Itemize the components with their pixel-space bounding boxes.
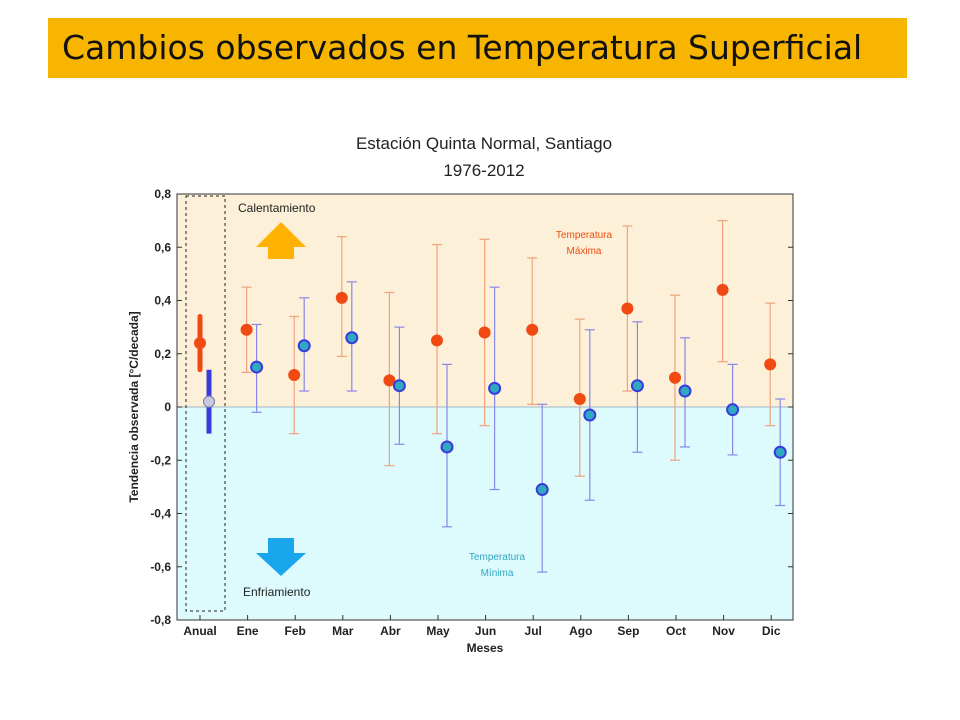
slide-title: Cambios observados en Temperatura Superf… bbox=[62, 28, 863, 67]
axes: 0,8 0,6 0,4 0,2 0 -0,2 -0,4 -0,6 -0,8 Anual Ene Feb… bbox=[150, 187, 793, 638]
x-tick-label: Anual bbox=[183, 624, 216, 638]
max-point bbox=[621, 302, 634, 315]
y-tick-label: -0,2 bbox=[150, 453, 171, 467]
y-tick-label: -0,4 bbox=[150, 507, 171, 521]
max-point bbox=[335, 291, 348, 304]
min-point bbox=[250, 360, 264, 374]
max-point bbox=[431, 334, 443, 347]
y-tick-label: 0,4 bbox=[154, 294, 171, 308]
y-axis-title: Tendencia observada [°C/decada] bbox=[127, 311, 141, 502]
up-arrow-icon bbox=[256, 222, 306, 259]
min-point bbox=[345, 331, 359, 345]
warming-label: Calentamiento bbox=[238, 201, 316, 215]
cooling-band bbox=[177, 407, 793, 620]
chart-subtitle: 1976-2012 bbox=[443, 161, 524, 180]
y-tick-label: -0,8 bbox=[150, 613, 171, 627]
min-point bbox=[392, 379, 406, 393]
x-tick-label: Abr bbox=[380, 624, 401, 638]
x-tick-label: Mar bbox=[332, 624, 354, 638]
data-points bbox=[194, 283, 787, 497]
x-axis-title: Meses bbox=[467, 641, 504, 655]
max-point bbox=[240, 323, 253, 336]
min-point bbox=[440, 440, 454, 454]
title-banner: Cambios observados en Temperatura Superf… bbox=[48, 18, 907, 78]
down-arrow-icon bbox=[256, 538, 306, 576]
annual-highlight-box bbox=[185, 195, 226, 612]
series-label-max-line1: Temperatura bbox=[556, 230, 613, 241]
x-tick-label: Ago bbox=[569, 624, 592, 638]
x-tick-label: Sep bbox=[617, 624, 639, 638]
cooling-arrow bbox=[256, 538, 306, 576]
x-tick-label: Feb bbox=[285, 624, 306, 638]
max-point bbox=[669, 371, 681, 384]
x-tick-label: Dic bbox=[762, 624, 781, 638]
max-point bbox=[764, 358, 777, 371]
max-point bbox=[383, 374, 396, 387]
cooling-label: Enfriamiento bbox=[243, 585, 311, 599]
x-tick-label: Oct bbox=[666, 624, 686, 638]
y-tick-label: 0,6 bbox=[154, 240, 171, 254]
min-point bbox=[535, 483, 549, 497]
min-point bbox=[773, 445, 787, 459]
min-point bbox=[203, 395, 215, 408]
y-tick-label: 0,2 bbox=[154, 347, 171, 361]
chart-title: Estación Quinta Normal, Santiago bbox=[356, 134, 612, 153]
min-point bbox=[726, 403, 740, 417]
warming-arrow bbox=[256, 222, 306, 259]
max-point bbox=[288, 369, 301, 382]
max-point bbox=[526, 323, 539, 336]
min-point bbox=[488, 381, 502, 395]
series-label-min-line2: Mínima bbox=[481, 568, 514, 579]
max-point bbox=[478, 326, 491, 339]
x-tick-label: Ene bbox=[237, 624, 259, 638]
x-tick-label: May bbox=[426, 624, 450, 638]
min-point bbox=[583, 408, 597, 422]
y-tick-label: -0,6 bbox=[150, 560, 171, 574]
x-tick-label: Jun bbox=[475, 624, 496, 638]
min-point bbox=[678, 384, 692, 398]
max-point bbox=[716, 283, 729, 296]
x-tick-label: Nov bbox=[712, 624, 735, 638]
min-point bbox=[630, 379, 644, 393]
min-point bbox=[297, 339, 311, 353]
max-point bbox=[573, 393, 586, 406]
y-tick-label: 0,8 bbox=[154, 187, 171, 201]
y-tick-label: 0 bbox=[164, 400, 171, 414]
max-point bbox=[194, 337, 206, 350]
series-label-max-line2: Máxima bbox=[566, 246, 601, 257]
x-tick-label: Jul bbox=[525, 624, 542, 638]
series-label-min-line1: Temperatura bbox=[469, 552, 526, 563]
